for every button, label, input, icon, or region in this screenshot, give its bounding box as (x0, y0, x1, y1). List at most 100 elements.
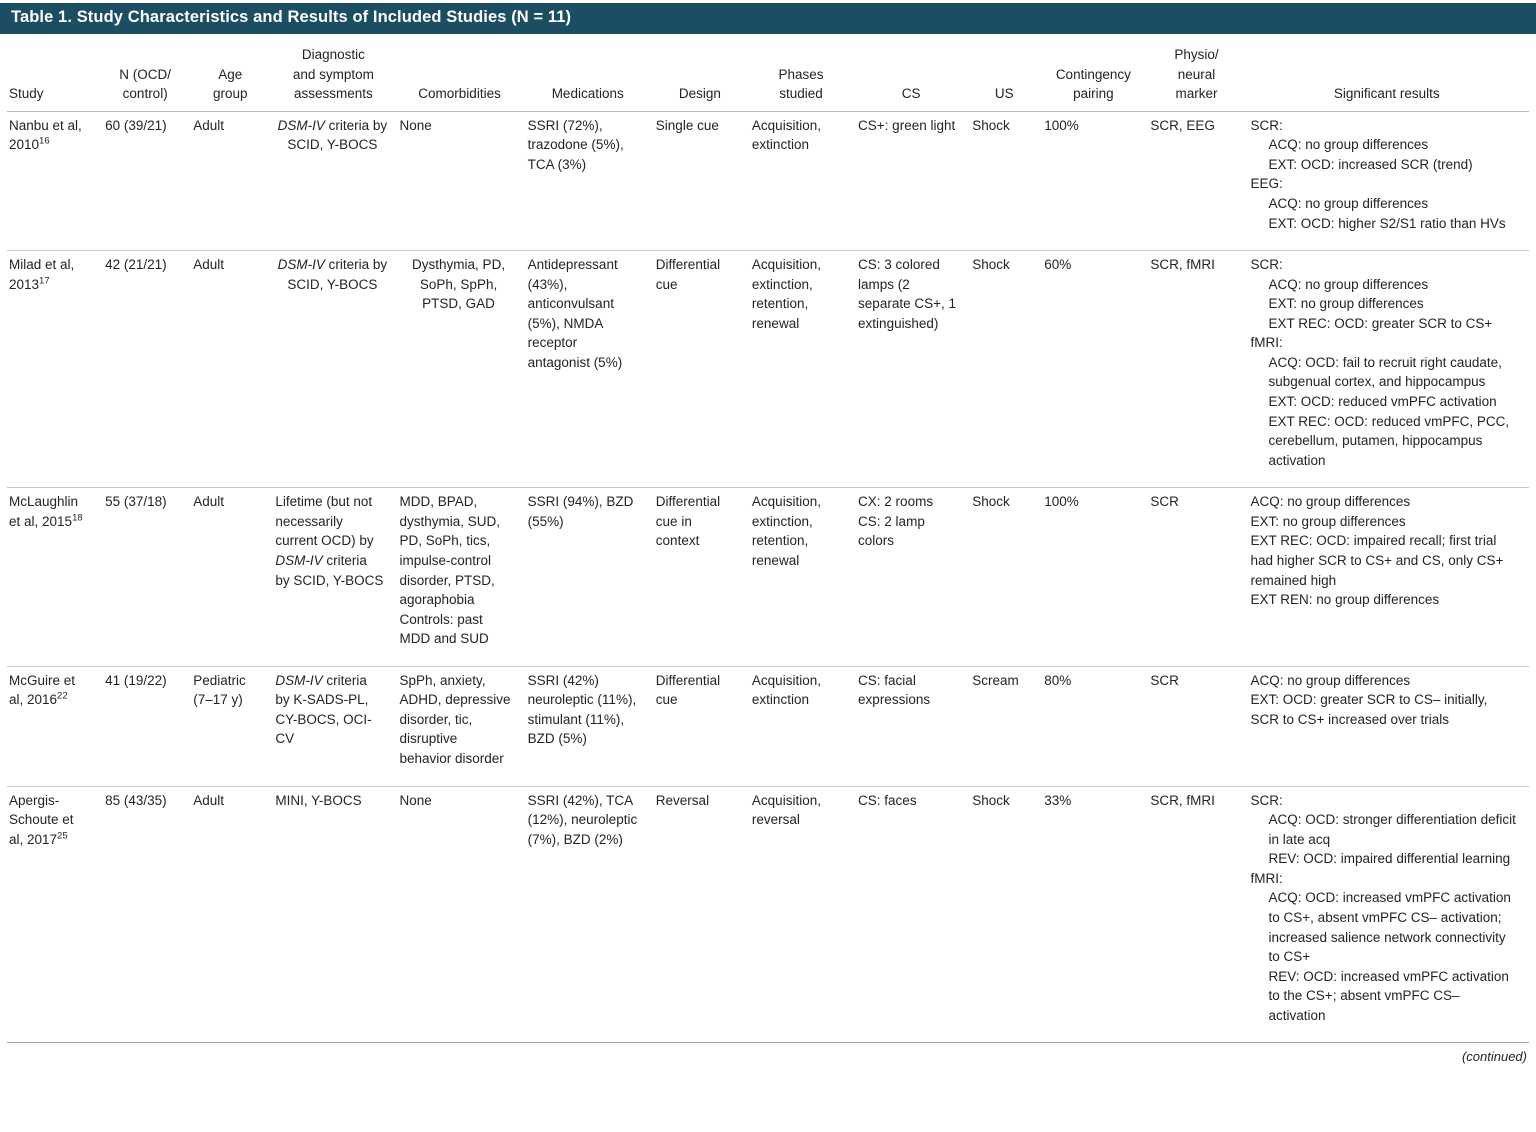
column-header-age: Age group (213, 66, 248, 102)
cell-line: 60% (1044, 257, 1072, 273)
column-header-results: Significant results (1333, 86, 1440, 102)
cell-line: 100% (1044, 494, 1079, 510)
cell-line: CS: faces (858, 792, 917, 808)
cell-line: Antidepressant (43%), anticonvulsant (5%… (527, 257, 623, 370)
column-header-us: US (994, 86, 1014, 102)
cell-line: Dysthymia, PD, SoPh, SpPh, PTSD, GAD (412, 257, 506, 312)
cell-line: 33% (1044, 792, 1072, 808)
cell-contingency: 60% (1042, 251, 1148, 488)
column-header-physio: Physio/ neural marker (1174, 47, 1219, 102)
cell-contingency: 33% (1042, 786, 1148, 1043)
cell-medications: SSRI (42%), TCA (12%), neuroleptic (7%),… (526, 786, 654, 1043)
cell-line: SSRI (72%), trazodone (5%), TCA (3%) (527, 117, 624, 172)
cell-us: Shock (970, 488, 1042, 667)
cell-line: Shock (972, 792, 1010, 808)
continued-note: (continued) (1461, 1049, 1527, 1065)
column-header-design: Design (678, 86, 721, 102)
cell-diagnostics: DSM-IV criteria by K-SADS-PL, CY-BOCS, O… (273, 666, 397, 786)
cell-diagnostics: Lifetime (but not necessarily current OC… (273, 488, 397, 667)
cell-diagnostics: MINI, Y-BOCS (273, 786, 397, 1043)
cell-comorbidities: None (397, 111, 525, 250)
cell-contingency: 100% (1042, 488, 1148, 667)
cell-line: ACQ: OCD: increased vmPFC activation to … (1268, 890, 1511, 965)
cell-phases: Acquisition, extinction, retention, rene… (750, 488, 856, 667)
cell-line: McGuire et al, 201622 (9, 672, 76, 708)
cell-n: 55 (37/18) (103, 488, 191, 667)
cell-contingency: 80% (1042, 666, 1148, 786)
cell-phases: Acquisition, reversal (750, 786, 856, 1043)
cell-line: 55 (37/18) (105, 494, 167, 510)
cell-cs: CS: 3 colored lamps (2 separate CS+, 1 e… (856, 251, 970, 488)
cell-cs: CX: 2 rooms CS: 2 lamp colors (856, 488, 970, 667)
cell-line: SSRI (94%), BZD (55%) (527, 494, 634, 529)
cell-line: McLaughlin et al, 201518 (9, 494, 83, 529)
cell-medications: SSRI (42%) neuroleptic (11%), stimulant … (526, 666, 654, 786)
cell-study: Milad et al, 201317 (7, 251, 103, 488)
cell-line: Adult (193, 494, 225, 510)
cell-line: Shock (972, 494, 1010, 510)
cell-line: fMRI: (1250, 870, 1283, 886)
header-row: Study N (OCD/ control) Age group Diagnostic… (7, 45, 1529, 112)
cell-n: 41 (19/22) (103, 666, 191, 786)
cell-age: Pediatric (7–17 y) (191, 666, 273, 786)
cell-line: CS+: green light (858, 117, 956, 133)
cell-line: SCR: (1250, 792, 1283, 808)
cell-line: REV: OCD: increased vmPFC activation to … (1268, 968, 1509, 1023)
cell-comorbidities: None (397, 786, 525, 1043)
cell-phases: Acquisition, extinction (750, 666, 856, 786)
cell-physio: SCR (1148, 666, 1248, 786)
cell-contingency: 100% (1042, 111, 1148, 250)
cell-line: CX: 2 rooms (858, 494, 934, 510)
cell-line: EEG: (1250, 176, 1283, 192)
cell-line: CS: 2 lamp colors (858, 513, 925, 549)
study-table: Study N (OCD/ control) Age group Diagnostic… (7, 45, 1529, 1043)
cell-line: DSM-IV criteria by SCID, Y-BOCS (277, 257, 388, 292)
table-title: Table 1. Study Characteristics and Resul… (11, 8, 572, 26)
cell-phases: Acquisition, extinction, retention, rene… (750, 251, 856, 488)
cell-physio: SCR, fMRI (1148, 251, 1248, 488)
cell-line: ACQ: no group differences (1268, 276, 1429, 292)
cell-line: 80% (1044, 672, 1072, 688)
cell-study: Apergis-Schoute et al, 201725 (7, 786, 103, 1043)
cell-n: 60 (39/21) (103, 111, 191, 250)
cell-line: Single cue (655, 117, 719, 133)
cell-study: McGuire et al, 201622 (7, 666, 103, 786)
cell-comorbidities: Dysthymia, PD, SoPh, SpPh, PTSD, GAD (397, 251, 525, 488)
table-row: McLaughlin et al, 201518 55 (37/18) Adult L… (7, 488, 1529, 667)
table-body: Nanbu et al, 201016 60 (39/21) Adult DSM-IV… (7, 111, 1529, 1043)
table-row: McGuire et al, 201622 41 (19/22) Pediatric… (7, 666, 1529, 787)
cell-medications: SSRI (72%), trazodone (5%), TCA (3%) (526, 111, 654, 250)
cell-comorbidities: SpPh, anxiety, ADHD, depressive disorder… (397, 666, 525, 786)
column-header-phases: Phases studied (778, 66, 824, 102)
table-row: Milad et al, 201317 42 (21/21) Adult DSM-IV… (7, 251, 1529, 488)
cell-line: REV: OCD: impaired differential learning (1268, 851, 1511, 867)
cell-diagnostics: DSM-IV criteria by SCID, Y-BOCS (273, 251, 397, 488)
cell-line: SSRI (42%) neuroleptic (11%), stimulant … (527, 672, 637, 747)
cell-physio: SCR, EEG (1148, 111, 1248, 250)
cell-line: MDD, BPAD, dysthymia, SUD, PD, SoPh, tic… (399, 494, 501, 608)
cell-line: EXT: OCD: reduced vmPFC activation (1268, 394, 1497, 409)
cell-line: SCR, fMRI (1150, 792, 1215, 808)
table-title-bar: Table 1. Study Characteristics and Resul… (0, 3, 1536, 34)
cell-line: Acquisition, extinction, retention, rene… (751, 494, 821, 568)
cell-age: Adult (191, 251, 273, 488)
cell-line: SCR: (1250, 257, 1283, 273)
cell-line: EXT REN: no group differences (1250, 592, 1440, 608)
cell-line: DSM-IV criteria by SCID, Y-BOCS (277, 117, 388, 153)
cell-line: SCR (1150, 494, 1179, 510)
cell-age: Adult (191, 111, 273, 250)
cell-design: Single cue (654, 111, 750, 250)
cell-design: Differential cue (654, 251, 750, 488)
cell-line: Acquisition, reversal (751, 792, 821, 828)
cell-line: ACQ: OCD: fail to recruit right caudate,… (1268, 354, 1502, 390)
cell-line: DSM-IV criteria by K-SADS-PL, CY-BOCS, O… (275, 672, 372, 747)
cell-us: Shock (970, 251, 1042, 488)
cell-line: Shock (972, 117, 1010, 133)
cell-phases: Acquisition, extinction (750, 111, 856, 250)
cell-cs: CS: facial expressions (856, 666, 970, 786)
cell-line: Shock (972, 257, 1010, 273)
cell-line: Differential cue (655, 257, 721, 292)
cell-results: SCR: ACQ: OCD: stronger differentiation d… (1249, 786, 1529, 1043)
cell-line: EXT: OCD: increased SCR (trend) (1268, 156, 1473, 172)
